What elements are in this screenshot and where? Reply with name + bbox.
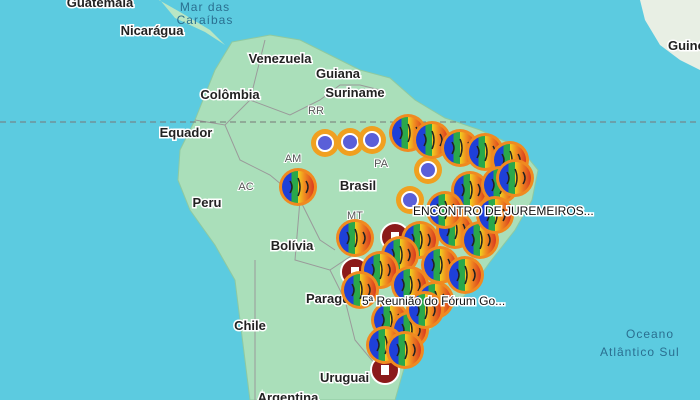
- marker-body: [454, 174, 486, 206]
- state-label: AC: [238, 181, 253, 193]
- event-marker[interactable]: [406, 291, 444, 329]
- event-marker[interactable]: [476, 196, 514, 234]
- africa: [640, 0, 700, 70]
- place-label: Peru: [193, 195, 222, 210]
- marker-icon: [471, 230, 491, 250]
- marker-icon: [456, 265, 476, 285]
- marker-icon: [416, 300, 436, 320]
- event-marker[interactable]: [414, 156, 442, 184]
- sea-label: Oceano: [626, 327, 674, 341]
- markers: [279, 114, 534, 385]
- event-marker[interactable]: [279, 168, 317, 206]
- place-label: Equador: [160, 125, 213, 140]
- event-marker[interactable]: [446, 256, 484, 294]
- event-marker[interactable]: [496, 159, 534, 197]
- event-marker[interactable]: [341, 271, 379, 309]
- marker-icon: [423, 130, 443, 150]
- marker-body: [389, 334, 421, 366]
- state-label: AM: [285, 153, 302, 165]
- event-marker[interactable]: [311, 129, 339, 157]
- place-label: Brasil: [340, 178, 376, 193]
- marker-core: [401, 191, 419, 209]
- marker-body: [429, 194, 461, 226]
- place-label: Uruguai: [320, 370, 369, 385]
- marker-body: [282, 171, 314, 203]
- place-label: Bolívia: [271, 238, 314, 253]
- event-marker[interactable]: [426, 191, 464, 229]
- marker-icon: [436, 200, 456, 220]
- marker-body: [479, 199, 511, 231]
- sea-label: Caraíbas: [177, 13, 234, 27]
- state-label: MT: [347, 210, 363, 222]
- marker-icon: [396, 340, 416, 360]
- marker-body: [409, 294, 441, 326]
- marker-icon: [351, 280, 371, 300]
- marker-icon: [401, 275, 421, 295]
- place-label: Chile: [234, 318, 266, 333]
- sea-label: Atlântico Sul: [600, 345, 680, 359]
- marker-body: [344, 274, 376, 306]
- marker-icon: [486, 205, 506, 225]
- marker-icon: [346, 228, 366, 248]
- state-label: PA: [374, 158, 389, 170]
- place-label: Guiné: [668, 38, 700, 53]
- place-label: Guiana: [316, 66, 361, 81]
- event-marker[interactable]: [386, 331, 424, 369]
- marker-core: [363, 131, 381, 149]
- place-label: Guatemala: [67, 0, 134, 10]
- marker-body: [499, 162, 531, 194]
- state-label: RR: [308, 105, 324, 117]
- marker-icon: [506, 168, 526, 188]
- marker-core: [419, 161, 437, 179]
- place-label: Argentina: [258, 390, 319, 400]
- sea-label: Mar das: [180, 0, 230, 14]
- marker-callout[interactable]: 5ª Reunião do Fórum Go...: [361, 293, 507, 310]
- place-label: Venezuela: [249, 51, 313, 66]
- marker-icon: [371, 260, 391, 280]
- marker-body: [416, 124, 448, 156]
- place-label: Colômbia: [200, 87, 260, 102]
- marker-callout[interactable]: ENCONTRO DE JUREMEIROS...: [412, 203, 596, 220]
- marker-core: [316, 134, 334, 152]
- marker-icon: [289, 177, 309, 197]
- event-marker[interactable]: [336, 219, 374, 257]
- place-label: Nicarágua: [121, 23, 185, 38]
- marker-core: [341, 133, 359, 151]
- place-label: Suriname: [325, 85, 384, 100]
- event-marker[interactable]: [358, 126, 386, 154]
- marker-body: [449, 259, 481, 291]
- event-marker[interactable]: [396, 186, 424, 214]
- marker-icon: [381, 365, 389, 375]
- event-marker[interactable]: [336, 128, 364, 156]
- marker-icon: [461, 180, 481, 200]
- marker-body: [339, 222, 371, 254]
